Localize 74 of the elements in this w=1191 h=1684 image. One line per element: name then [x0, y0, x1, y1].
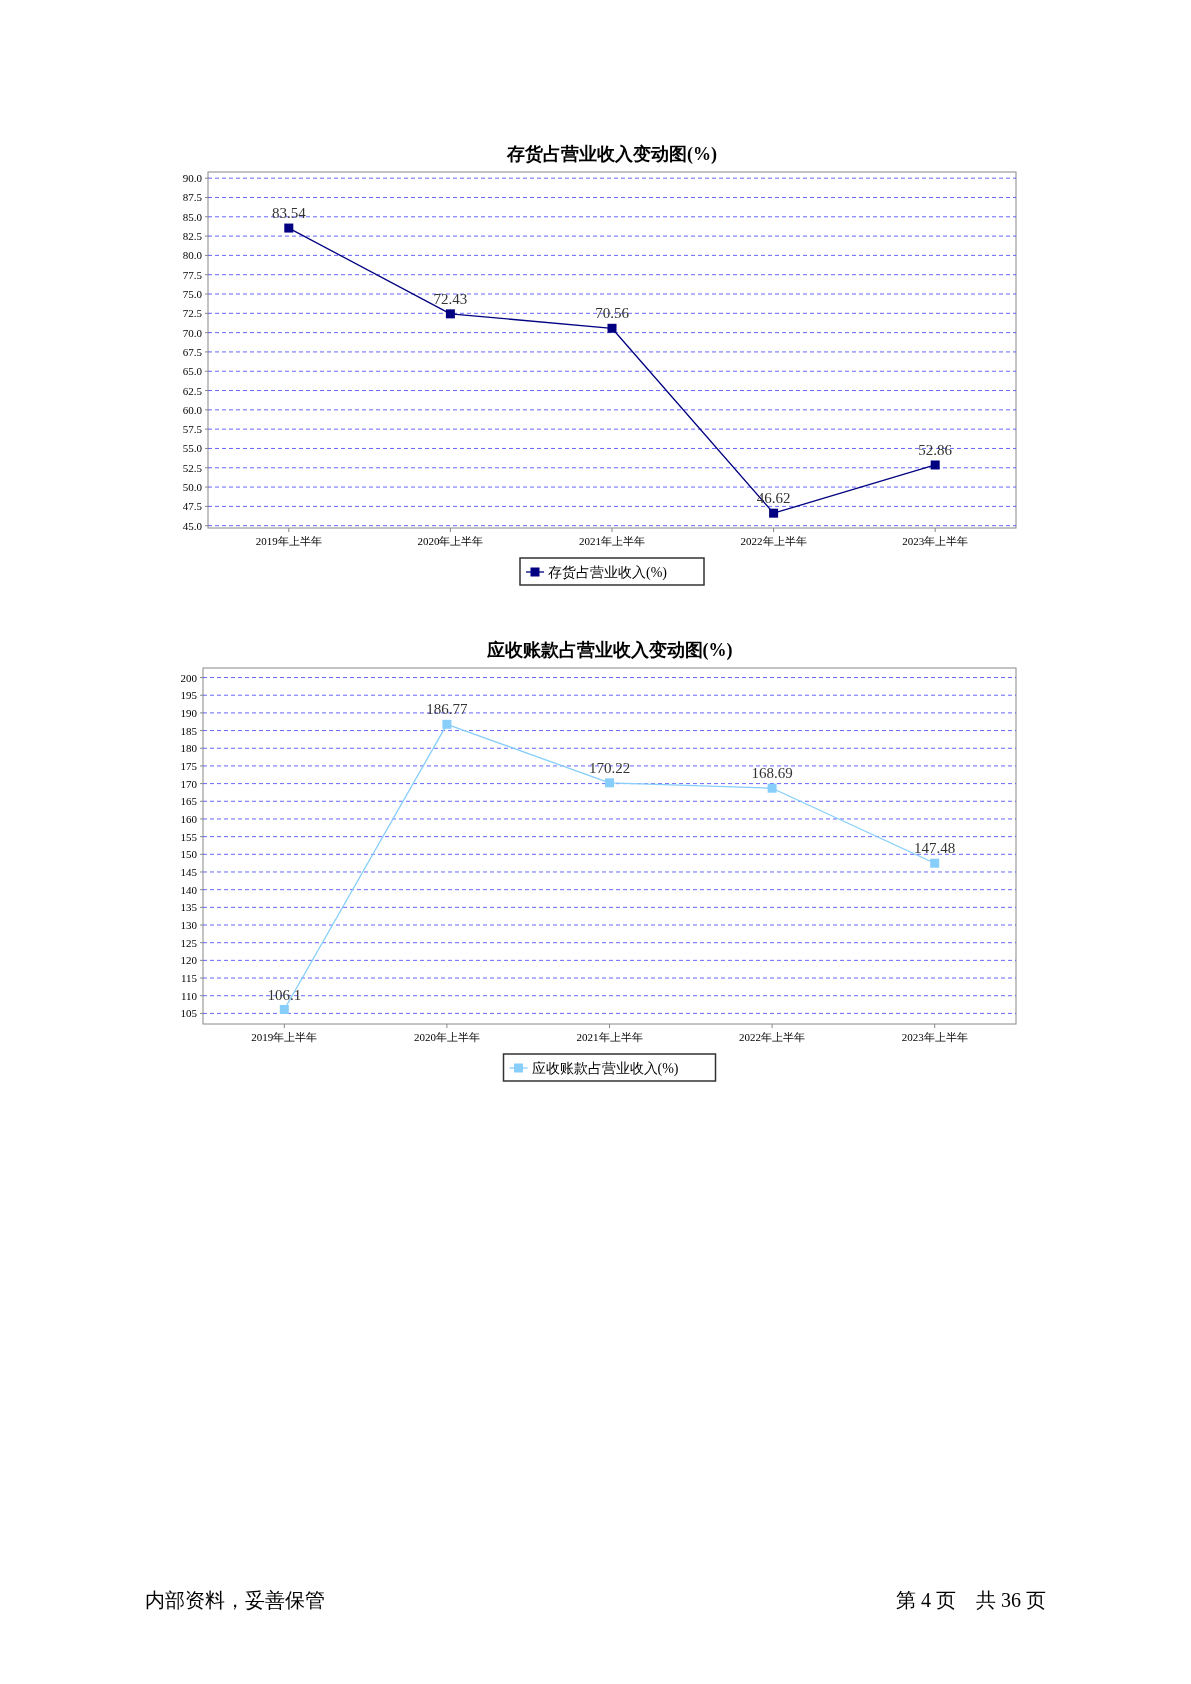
- data-label: 52.86: [918, 441, 953, 458]
- point: [930, 460, 940, 470]
- y-tick-label: 195: [180, 689, 198, 702]
- y-tick-label: 165: [180, 795, 198, 808]
- y-tick-label: 160: [180, 812, 198, 825]
- data-label: 168.69: [751, 765, 793, 782]
- x-tick-label: 2019年上半年: [251, 1031, 318, 1043]
- data-label: 83.54: [271, 205, 307, 222]
- point: [442, 719, 452, 729]
- y-tick-label: 90.0: [182, 172, 203, 185]
- y-tick-label: 47.5: [182, 500, 203, 513]
- point: [930, 858, 940, 868]
- y-tick-label: 135: [180, 901, 198, 914]
- point: [445, 309, 455, 319]
- y-tick-label: 190: [180, 706, 198, 719]
- y-tick-label: 170: [180, 777, 198, 790]
- y-tick-label: 145: [180, 865, 198, 878]
- data-label: 70.56: [595, 305, 630, 322]
- y-tick-label: 110: [180, 989, 198, 1002]
- y-tick-label: 105: [180, 1007, 198, 1020]
- y-tick-label: 45.0: [182, 519, 203, 532]
- y-tick-label: 180: [180, 742, 198, 755]
- x-tick-label: 2021年上半年: [576, 1031, 643, 1043]
- point: [605, 778, 614, 788]
- point: [767, 783, 777, 793]
- data-label: 72.43: [433, 290, 468, 307]
- chart-title: 应收账款占营业收入变动图(%): [485, 640, 733, 661]
- data-label: 106.1: [267, 986, 302, 1003]
- text: 第 4 页 共 36 页: [896, 1589, 1046, 1611]
- y-tick-label: 120: [180, 954, 198, 967]
- y-tick-label: 85.0: [182, 210, 203, 223]
- y-tick-label: 65.0: [182, 365, 203, 378]
- y-tick-label: 55.0: [182, 442, 203, 455]
- y-tick-label: 115: [180, 972, 198, 985]
- y-tick-label: 140: [180, 883, 198, 896]
- x-tick-label: 2023年上半年: [902, 535, 969, 547]
- y-tick-label: 130: [180, 919, 198, 932]
- point: [769, 508, 779, 518]
- x-tick-label: 2020年上半年: [417, 535, 484, 547]
- point: [607, 323, 617, 333]
- x-tick-label: 2021年上半年: [579, 535, 645, 547]
- y-tick-label: 60.0: [182, 403, 203, 416]
- legend-label: 存货占营业收入(%): [548, 565, 668, 581]
- x-tick-label: 2020年上半年: [413, 1031, 480, 1043]
- y-tick-label: 67.5: [182, 345, 203, 358]
- y-tick-label: 82.5: [182, 230, 203, 243]
- y-tick-label: 175: [180, 759, 198, 772]
- data-label: 186.77: [426, 701, 469, 718]
- y-tick-label: 87.5: [182, 191, 203, 204]
- y-tick-label: 200: [180, 671, 198, 684]
- y-tick-label: 185: [180, 724, 198, 737]
- y-tick-label: 57.5: [182, 423, 203, 436]
- x-tick-label: 2022年上半年: [739, 1031, 806, 1043]
- y-tick-label: 80.0: [182, 249, 203, 262]
- point: [279, 1005, 289, 1015]
- y-tick-label: 155: [180, 830, 198, 843]
- y-tick-label: 70.0: [182, 326, 203, 339]
- y-tick-label: 52.5: [182, 461, 203, 474]
- y-tick-label: 77.5: [182, 268, 203, 281]
- data-label: 147.48: [914, 840, 956, 857]
- legend-label: 应收账款占营业收入(%): [531, 1061, 679, 1077]
- text: 内部资料，妥善保管: [145, 1589, 325, 1611]
- y-tick-label: 72.5: [182, 307, 203, 320]
- x-tick-label: 2023年上半年: [901, 1031, 968, 1043]
- chart-title: 存货占营业收入变动图(%): [506, 144, 717, 165]
- y-tick-label: 150: [180, 848, 198, 861]
- x-tick-label: 2022年上半年: [740, 535, 807, 547]
- x-tick-label: 2019年上半年: [255, 535, 322, 547]
- y-tick-label: 62.5: [182, 384, 203, 397]
- point: [284, 223, 294, 233]
- data-label: 170.22: [588, 759, 631, 776]
- y-tick-label: 75.0: [182, 288, 203, 301]
- y-tick-label: 125: [180, 936, 198, 949]
- y-tick-label: 50.0: [182, 481, 203, 494]
